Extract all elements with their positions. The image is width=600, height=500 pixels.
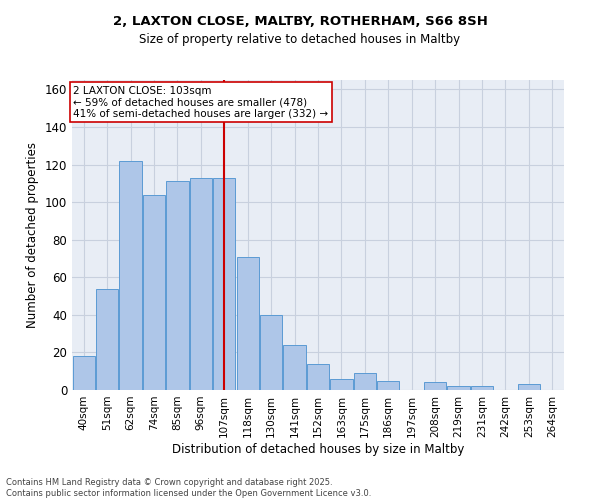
Bar: [190, 178, 212, 390]
Bar: [377, 380, 400, 390]
Bar: [213, 178, 235, 390]
Bar: [307, 364, 329, 390]
Bar: [73, 356, 95, 390]
Bar: [96, 288, 118, 390]
Bar: [283, 345, 305, 390]
Bar: [518, 384, 540, 390]
X-axis label: Distribution of detached houses by size in Maltby: Distribution of detached houses by size …: [172, 442, 464, 456]
Bar: [448, 386, 470, 390]
Text: Contains HM Land Registry data © Crown copyright and database right 2025.
Contai: Contains HM Land Registry data © Crown c…: [6, 478, 371, 498]
Bar: [471, 386, 493, 390]
Bar: [260, 315, 282, 390]
Bar: [236, 256, 259, 390]
Bar: [119, 161, 142, 390]
Text: 2, LAXTON CLOSE, MALTBY, ROTHERHAM, S66 8SH: 2, LAXTON CLOSE, MALTBY, ROTHERHAM, S66 …: [113, 15, 487, 28]
Bar: [143, 194, 165, 390]
Text: Size of property relative to detached houses in Maltby: Size of property relative to detached ho…: [139, 32, 461, 46]
Bar: [166, 182, 188, 390]
Bar: [354, 373, 376, 390]
Bar: [424, 382, 446, 390]
Text: 2 LAXTON CLOSE: 103sqm
← 59% of detached houses are smaller (478)
41% of semi-de: 2 LAXTON CLOSE: 103sqm ← 59% of detached…: [73, 86, 328, 119]
Y-axis label: Number of detached properties: Number of detached properties: [26, 142, 39, 328]
Bar: [331, 378, 353, 390]
